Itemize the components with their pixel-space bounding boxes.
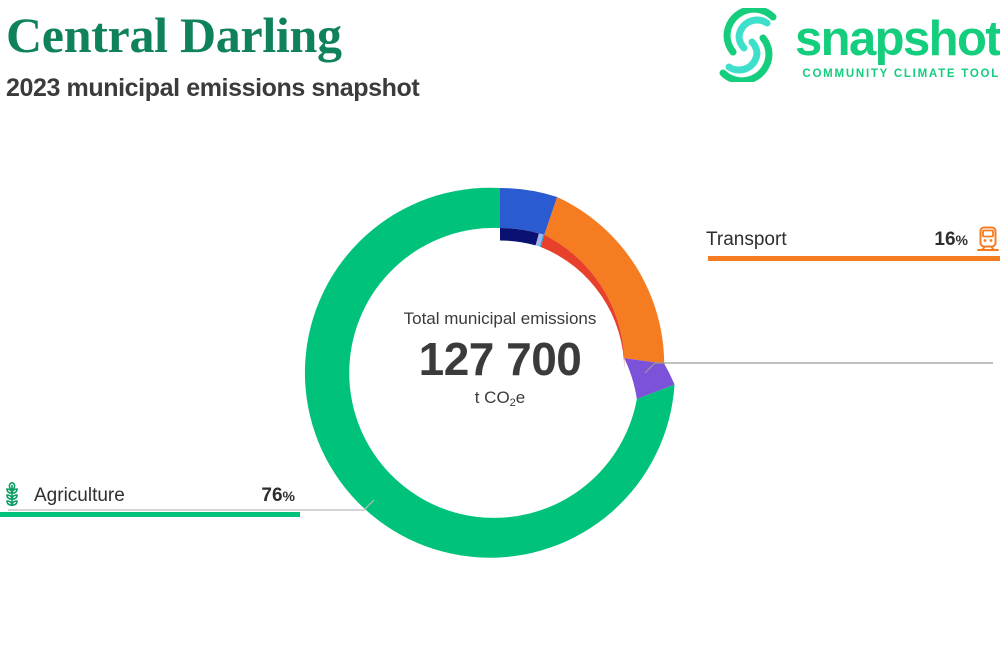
callout-agriculture-bar bbox=[0, 512, 375, 517]
leader-line-agriculture bbox=[8, 499, 375, 511]
donut-subband-red-orange bbox=[540, 234, 625, 371]
leader-line-transport bbox=[644, 362, 993, 374]
callout-agriculture-bar-fill bbox=[0, 512, 300, 517]
logo-tagline: COMMUNITY CLIMATE TOOL bbox=[802, 68, 1000, 80]
callout-agriculture[interactable]: Agriculture 76% bbox=[0, 480, 375, 517]
donut-center-unit: t CO2e bbox=[375, 387, 625, 411]
donut-center-value: 127 700 bbox=[418, 333, 582, 385]
donut-subband-navy bbox=[500, 228, 539, 246]
donut-segments bbox=[304, 187, 675, 558]
wheat-icon bbox=[6, 482, 18, 506]
logo-wordmark: snapshot bbox=[795, 12, 1000, 66]
callout-agriculture-percent-value: 76 bbox=[261, 485, 283, 506]
page-title: Central Darling bbox=[6, 7, 342, 63]
callout-transport-bar bbox=[640, 256, 1000, 261]
snapshot-spiral-logo-icon bbox=[719, 8, 777, 82]
snapshot-logo: snapshot COMMUNITY CLIMATE TOOL bbox=[715, 6, 1000, 90]
page-subtitle: 2023 municipal emissions snapshot bbox=[6, 74, 420, 102]
donut-center-text: Total municipal emissions 127 700 t CO2e bbox=[375, 308, 625, 411]
unit-subscript: 2 bbox=[509, 397, 516, 409]
emissions-donut-chart: Total municipal emissions 127 700 t CO2e… bbox=[0, 120, 1000, 670]
donut-segment-transport[interactable] bbox=[544, 197, 665, 364]
callout-agriculture-row: Agriculture 76% bbox=[0, 480, 375, 508]
logo-text-block: snapshot COMMUNITY CLIMATE TOOL bbox=[795, 14, 1000, 82]
callout-agriculture-percent: 76% bbox=[261, 484, 295, 508]
callout-transport-percent-value: 16 bbox=[934, 229, 956, 250]
callout-agriculture-percent-symbol: % bbox=[282, 488, 295, 504]
unit-suffix: e bbox=[515, 388, 526, 407]
callout-transport-bar-fill bbox=[708, 256, 1000, 261]
donut-segment-waste[interactable] bbox=[624, 358, 675, 400]
callout-transport-label: Transport bbox=[706, 229, 787, 250]
callout-transport-percent: 16% bbox=[934, 228, 968, 252]
unit-prefix: t CO bbox=[474, 388, 510, 407]
callout-transport-percent-symbol: % bbox=[955, 232, 968, 248]
callout-agriculture-label: Agriculture bbox=[34, 485, 125, 506]
callout-transport[interactable]: Transport 16% bbox=[640, 224, 1000, 261]
tram-icon bbox=[977, 226, 999, 251]
donut-svg bbox=[8, 187, 993, 558]
page-header: Central Darling 2023 municipal emissions… bbox=[0, 0, 1000, 120]
callout-transport-row: Transport 16% bbox=[640, 224, 1000, 252]
donut-segment-stationary-energy[interactable] bbox=[500, 188, 558, 235]
donut-center-label: Total municipal emissions bbox=[403, 309, 597, 328]
donut-subband-periwinkle bbox=[535, 233, 544, 247]
